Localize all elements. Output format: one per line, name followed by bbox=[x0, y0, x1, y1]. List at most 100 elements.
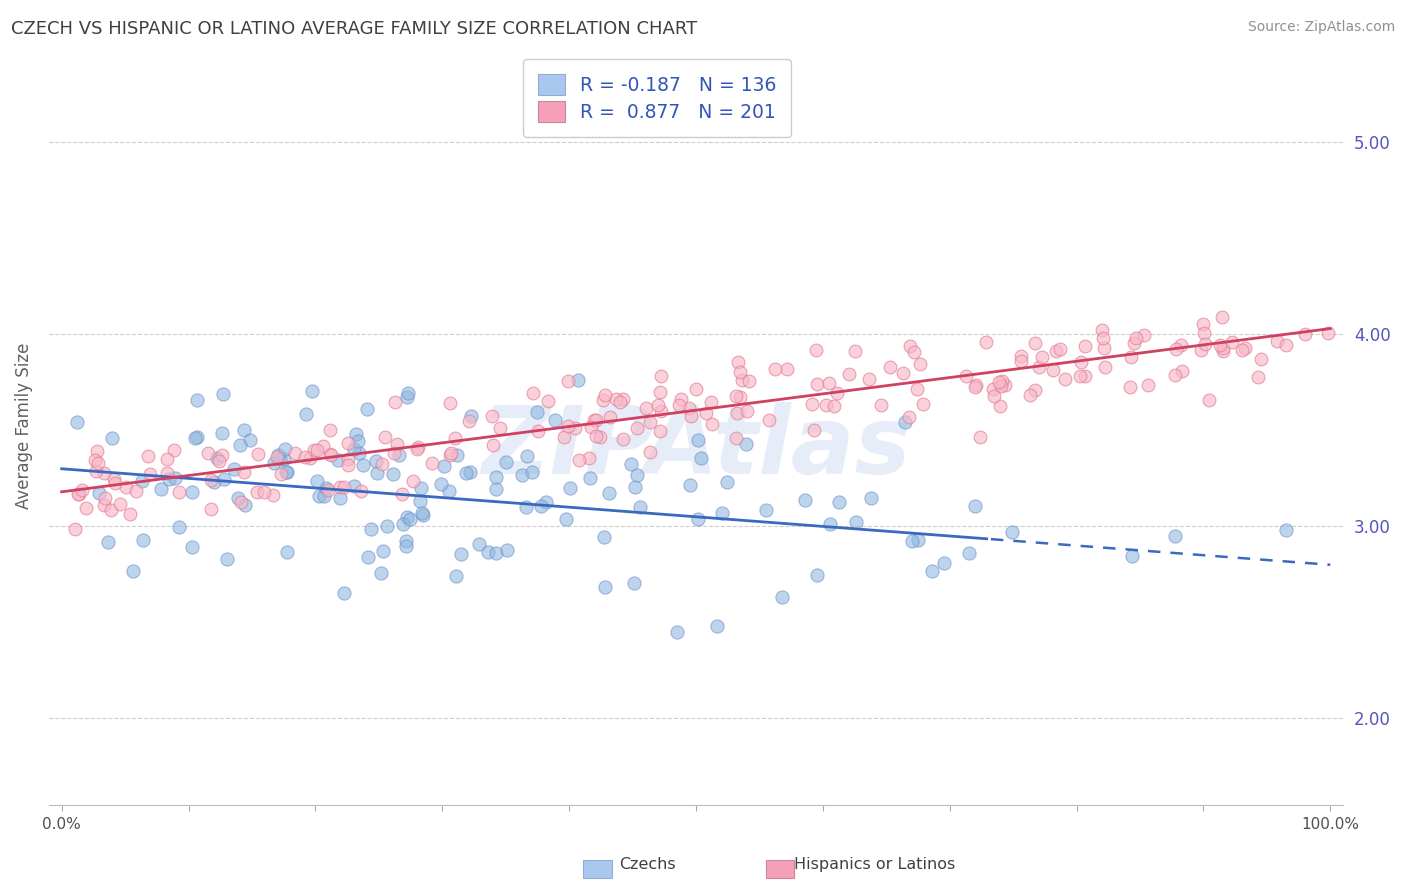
Point bbox=[294, 407, 316, 421]
Point bbox=[1123, 336, 1146, 351]
Point bbox=[770, 591, 793, 605]
Point bbox=[1001, 525, 1024, 540]
Point bbox=[94, 491, 117, 505]
Point bbox=[557, 418, 579, 433]
Point bbox=[678, 401, 700, 415]
Point bbox=[433, 458, 456, 473]
Point bbox=[1198, 393, 1220, 408]
Point bbox=[308, 489, 330, 503]
Point bbox=[585, 413, 607, 427]
Point bbox=[1170, 338, 1192, 352]
Point bbox=[1121, 350, 1143, 364]
Point bbox=[725, 406, 748, 420]
Point bbox=[688, 511, 710, 525]
Point bbox=[319, 423, 342, 437]
Point bbox=[409, 481, 432, 495]
Point bbox=[666, 625, 689, 640]
Point bbox=[267, 448, 290, 462]
Point bbox=[343, 479, 366, 493]
Point bbox=[598, 485, 620, 500]
Point bbox=[1136, 378, 1159, 392]
Point bbox=[592, 530, 614, 544]
Point bbox=[388, 448, 411, 462]
Point bbox=[211, 426, 233, 441]
Point bbox=[838, 367, 860, 381]
Point bbox=[1045, 343, 1067, 358]
Point bbox=[1250, 352, 1272, 367]
Point bbox=[634, 401, 657, 415]
Point bbox=[1164, 342, 1187, 356]
Point bbox=[794, 492, 817, 507]
Point bbox=[579, 420, 602, 434]
Point bbox=[136, 449, 159, 463]
Point bbox=[1074, 339, 1097, 353]
Point bbox=[628, 500, 651, 514]
Point bbox=[735, 404, 758, 418]
Point bbox=[169, 520, 191, 534]
Point bbox=[274, 465, 297, 479]
Point bbox=[728, 390, 751, 404]
Point bbox=[1031, 350, 1053, 364]
Point bbox=[276, 545, 298, 559]
Point bbox=[353, 458, 375, 472]
Point bbox=[536, 393, 558, 408]
Point bbox=[990, 379, 1012, 393]
Point bbox=[609, 395, 631, 409]
Point bbox=[162, 442, 184, 457]
Point bbox=[1171, 363, 1194, 377]
Point bbox=[316, 483, 339, 497]
Point bbox=[156, 451, 179, 466]
Point bbox=[579, 470, 602, 484]
Point bbox=[364, 454, 387, 468]
Point bbox=[283, 446, 305, 460]
Point bbox=[1164, 528, 1187, 542]
Point bbox=[716, 475, 738, 489]
Point bbox=[66, 486, 89, 500]
Point bbox=[253, 484, 276, 499]
Point bbox=[898, 339, 921, 353]
Point bbox=[371, 543, 394, 558]
Point bbox=[481, 409, 503, 424]
Text: Hispanics or Latinos: Hispanics or Latinos bbox=[794, 857, 956, 872]
Point bbox=[150, 482, 173, 496]
Point bbox=[217, 552, 239, 566]
Point bbox=[411, 507, 433, 521]
Point bbox=[1091, 323, 1114, 337]
Point bbox=[648, 424, 671, 438]
Point bbox=[430, 477, 453, 491]
Point bbox=[180, 540, 202, 554]
Point bbox=[1294, 327, 1316, 342]
Point bbox=[232, 423, 254, 437]
Point bbox=[1121, 549, 1143, 564]
Point bbox=[814, 398, 837, 412]
Point bbox=[638, 415, 661, 429]
Point bbox=[104, 476, 127, 491]
Point bbox=[184, 431, 207, 445]
Point bbox=[1074, 369, 1097, 384]
Point bbox=[711, 506, 734, 520]
Point bbox=[1212, 344, 1234, 359]
Point bbox=[1010, 354, 1032, 368]
Point bbox=[1119, 380, 1142, 394]
Point bbox=[1053, 372, 1076, 386]
Point bbox=[859, 491, 882, 505]
Point bbox=[803, 423, 825, 437]
Point bbox=[685, 382, 707, 396]
Point bbox=[375, 518, 398, 533]
Point bbox=[1133, 328, 1156, 343]
Point bbox=[110, 497, 132, 511]
Point bbox=[384, 395, 406, 409]
Point bbox=[458, 465, 481, 479]
Point bbox=[312, 489, 335, 503]
Point bbox=[396, 386, 419, 401]
Point bbox=[93, 498, 115, 512]
Point bbox=[763, 362, 786, 376]
Point bbox=[1274, 523, 1296, 537]
Point bbox=[202, 475, 225, 489]
Point bbox=[100, 431, 122, 445]
Point bbox=[329, 491, 352, 505]
Point bbox=[934, 556, 956, 570]
Point bbox=[1094, 359, 1116, 374]
Point bbox=[818, 376, 841, 391]
Point bbox=[211, 448, 233, 462]
